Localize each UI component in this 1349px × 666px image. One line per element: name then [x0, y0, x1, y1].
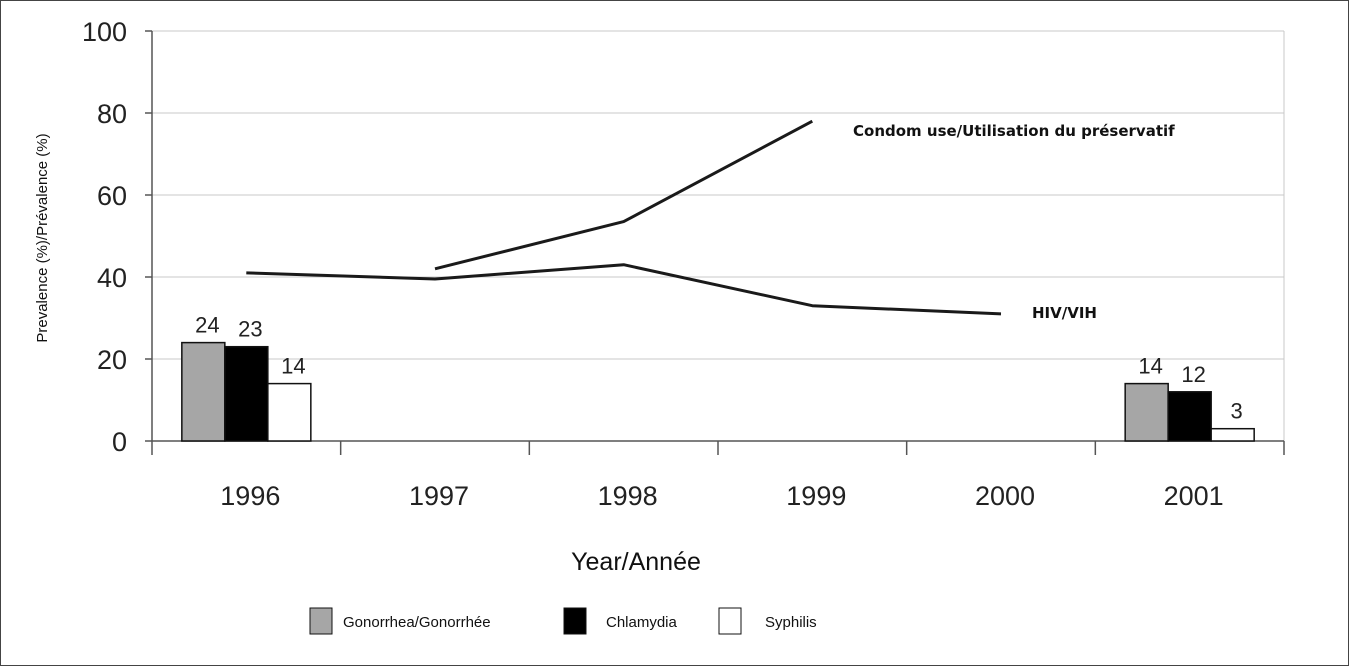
- y-tick-label: 40: [97, 263, 127, 293]
- bar-data-label: 24: [195, 313, 219, 338]
- x-tick-label: 1997: [409, 481, 469, 511]
- legend-label-gonorrhea: Gonorrhea/Gonorrhée: [343, 614, 491, 631]
- x-tick-label: 1999: [786, 481, 846, 511]
- bar: [181, 341, 226, 442]
- series-label-condom-use: Condom use/Utilisation du préservatif: [853, 122, 1175, 140]
- x-axis-label: Year/Année: [571, 548, 701, 576]
- lines: [246, 119, 1002, 316]
- legend-label-syphilis: Syphilis: [765, 614, 817, 631]
- x-tick-label: 1998: [598, 481, 658, 511]
- y-tick-labels: 0 20 40 60 80 100: [82, 17, 127, 457]
- x-tick-label: 1996: [220, 481, 280, 511]
- condom-use-line: [434, 119, 814, 271]
- bar: [1167, 391, 1212, 442]
- legend-swatch-gonorrhea: [309, 607, 333, 635]
- bar-data-label: 12: [1181, 362, 1205, 387]
- hiv-line: [246, 263, 1002, 316]
- y-tick-label: 20: [97, 345, 127, 375]
- legend: Gonorrhea/Gonorrhée Chlamydia Syphilis: [309, 607, 817, 635]
- y-axis-label: Prevalence (%)/Prévalence (%): [34, 133, 51, 342]
- x-tick-labels: 1996 1997 1998 1999 2000 2001: [220, 481, 1223, 511]
- bar-data-label: 14: [281, 354, 305, 379]
- series-label-hiv: HIV/VIH: [1032, 304, 1097, 322]
- y-tick-label: 0: [112, 427, 127, 457]
- legend-label-chlamydia: Chlamydia: [606, 614, 678, 631]
- bar-data-label: 23: [238, 317, 262, 342]
- x-tick-label: 2001: [1164, 481, 1224, 511]
- bar: [224, 345, 269, 442]
- bar-data-label: 14: [1138, 354, 1162, 379]
- legend-swatch-syphilis: [718, 607, 742, 635]
- bars: 24 14 23 12 14 3: [181, 313, 1255, 442]
- gridlines: [152, 30, 1285, 441]
- bar: [267, 382, 312, 442]
- bar-data-label: 3: [1231, 399, 1243, 424]
- bar: [1124, 382, 1169, 442]
- y-tick-label: 100: [82, 17, 127, 47]
- legend-swatch-chlamydia: [563, 607, 587, 635]
- bar: [1210, 427, 1255, 442]
- y-tick-label: 80: [97, 99, 127, 129]
- y-tick-label: 60: [97, 181, 127, 211]
- axes: [145, 30, 1285, 455]
- x-tick-label: 2000: [975, 481, 1035, 511]
